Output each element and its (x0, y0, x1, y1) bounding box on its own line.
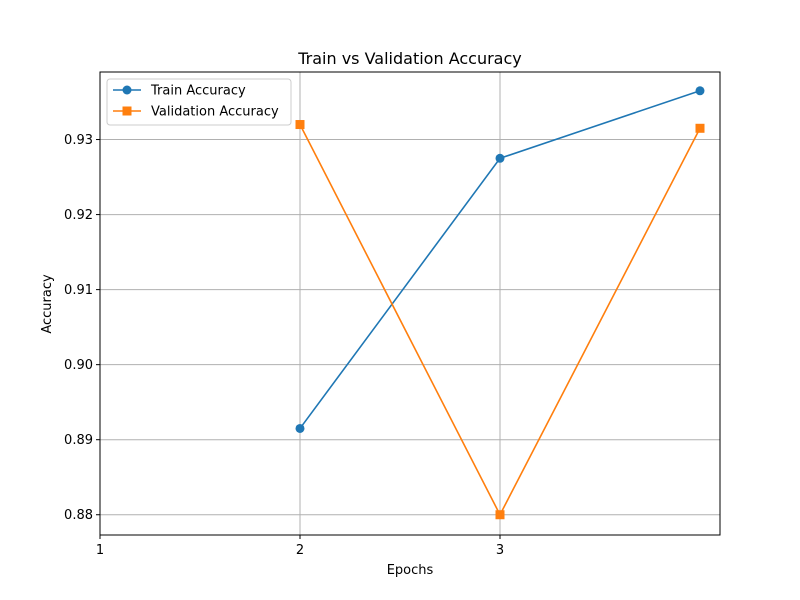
x-axis-label: Epochs (387, 563, 434, 578)
legend: Train Accuracy Validation Accuracy (106, 78, 292, 126)
chart-title: Train vs Validation Accuracy (297, 49, 522, 68)
legend-item: Train Accuracy (113, 84, 246, 99)
legend-swatch-marker (122, 106, 132, 116)
y-axis-label: Accuracy (40, 274, 55, 334)
legend-label: Train Accuracy (150, 84, 246, 99)
y-tick-label: 0.92 (64, 208, 93, 223)
y-tick-label: 0.93 (64, 133, 93, 148)
legend-box (106, 78, 292, 126)
x-tick-label: 1 (96, 543, 104, 558)
series-train (295, 86, 705, 433)
y-tick-label: 0.89 (64, 433, 93, 448)
series-validation (295, 120, 705, 520)
x-tick-label: 3 (496, 543, 504, 558)
ticks-layer: 0.88 0.89 0.90 0.91 0.92 0.93 1 2 3 (64, 133, 504, 558)
data-point (495, 510, 505, 520)
y-tick-label: 0.91 (64, 283, 93, 298)
data-point (295, 423, 305, 433)
plot-frame (99, 71, 721, 536)
y-tick-label: 0.90 (64, 358, 93, 373)
legend-label: Validation Accuracy (151, 105, 279, 120)
legend-item: Validation Accuracy (113, 105, 279, 120)
y-tick-label: 0.88 (64, 508, 93, 523)
series-layer (295, 86, 705, 520)
data-point (695, 86, 705, 96)
x-tick-label: 2 (296, 543, 304, 558)
data-point (295, 120, 305, 130)
legend-swatch-marker (122, 85, 132, 95)
data-point (495, 153, 505, 163)
data-point (695, 123, 705, 133)
